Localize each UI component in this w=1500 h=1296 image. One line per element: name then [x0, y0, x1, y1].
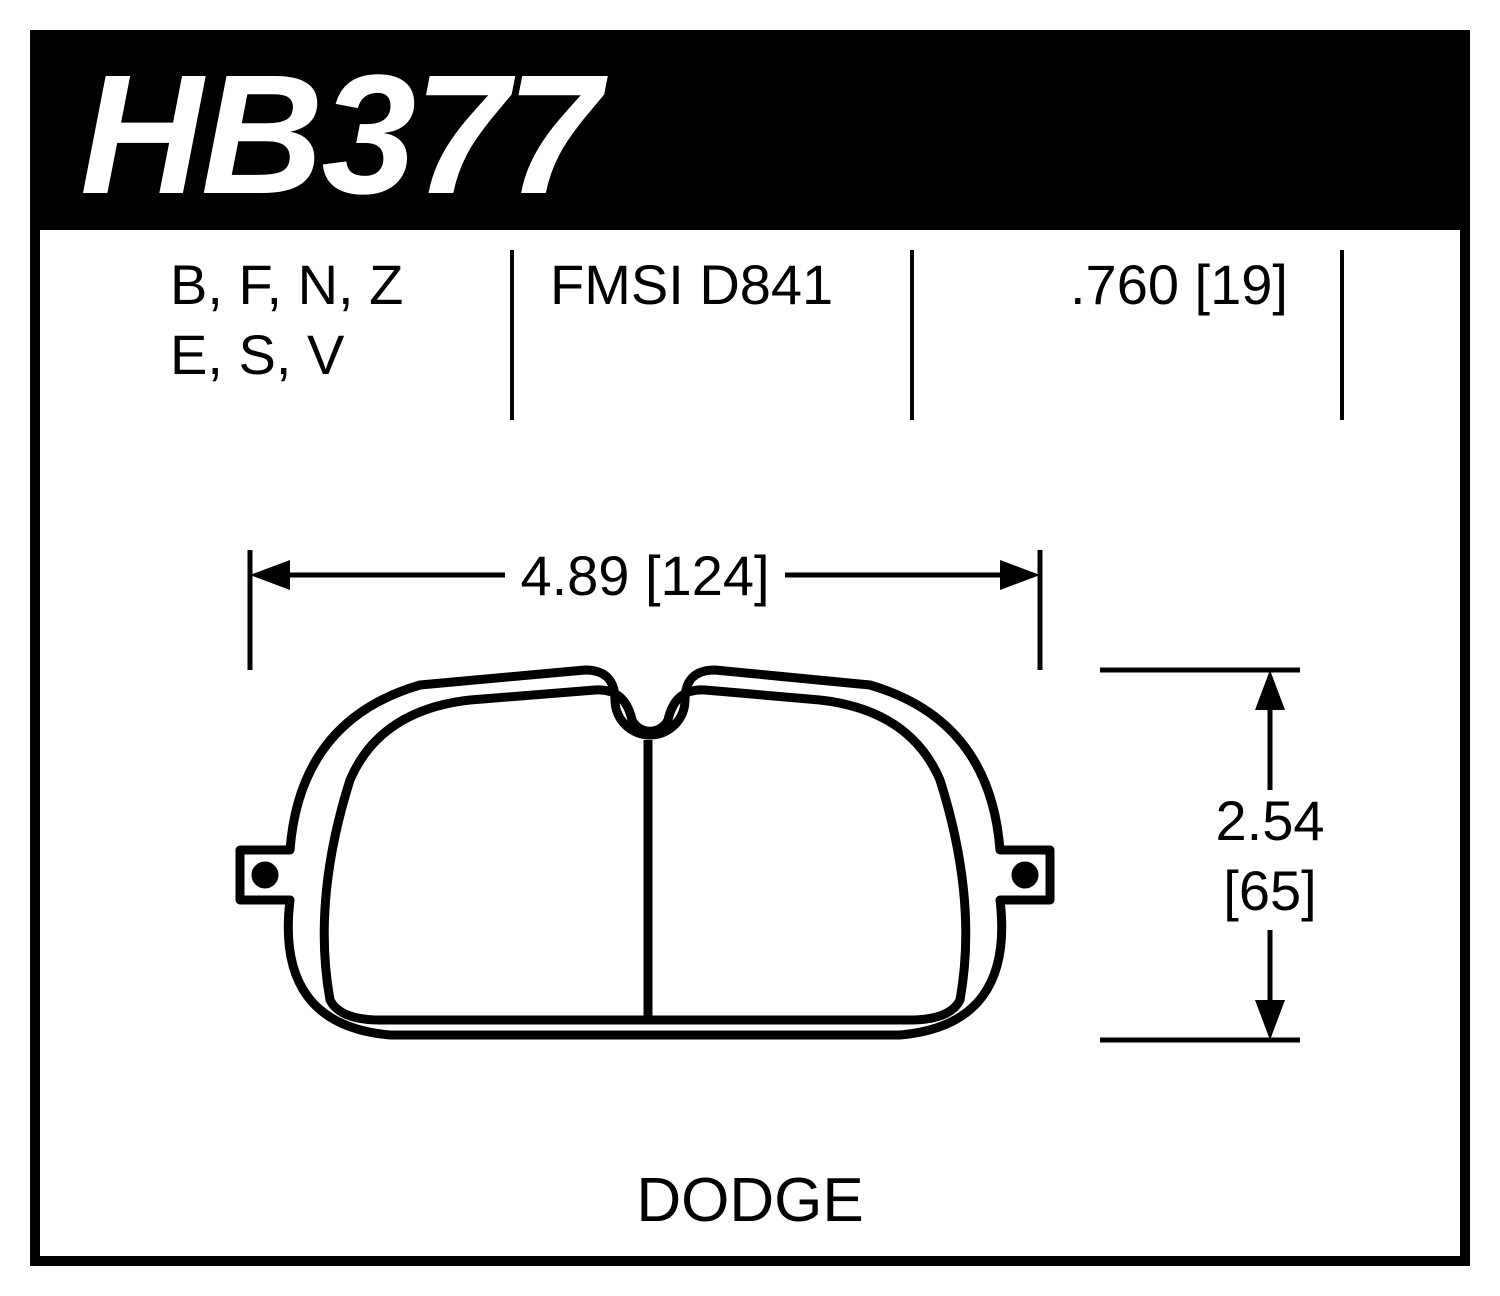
divider-1	[510, 250, 514, 420]
height-label-2: [65]	[1223, 859, 1316, 922]
brake-pad-diagram: 4.89 [124] 2.54 [65]	[40, 420, 1460, 1170]
diagram-area: 4.89 [124] 2.54 [65]	[40, 420, 1460, 1170]
spec-sheet: HB377 B, F, N, Z E, S, V FMSI D841 .760 …	[0, 0, 1500, 1296]
divider-3	[1340, 250, 1344, 420]
outer-frame: HB377 B, F, N, Z E, S, V FMSI D841 .760 …	[30, 30, 1470, 1266]
divider-2	[910, 250, 914, 420]
vehicle-make: DODGE	[40, 1165, 1460, 1236]
spec-row: B, F, N, Z E, S, V FMSI D841 .760 [19]	[40, 230, 1460, 420]
compound-line2: E, S, V	[170, 323, 344, 386]
part-number-title: HB377	[40, 40, 1460, 230]
fmsi-code: FMSI D841	[550, 250, 833, 320]
brake-pad-shape	[240, 670, 1050, 1035]
compound-line1: B, F, N, Z	[170, 253, 403, 316]
height-label-1: 2.54	[1216, 789, 1325, 852]
width-dimension: 4.89 [124]	[250, 540, 1040, 670]
compound-codes: B, F, N, Z E, S, V	[170, 250, 403, 390]
height-dimension: 2.54 [65]	[1100, 670, 1375, 1040]
width-label: 4.89 [124]	[520, 544, 769, 607]
thickness-spec: .760 [19]	[1070, 250, 1288, 320]
